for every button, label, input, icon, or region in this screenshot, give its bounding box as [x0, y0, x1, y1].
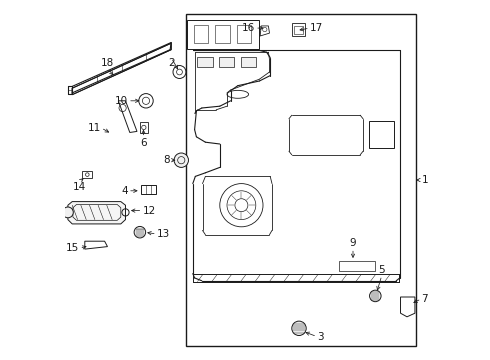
Circle shape [369, 290, 381, 302]
Circle shape [174, 153, 189, 167]
Bar [369, 121, 394, 148]
Bar [197, 57, 213, 67]
Text: 18: 18 [101, 58, 114, 68]
Text: 4: 4 [122, 186, 128, 196]
Text: 13: 13 [157, 229, 170, 239]
Text: 2: 2 [168, 58, 174, 68]
Text: 6: 6 [140, 138, 147, 148]
Bar [194, 25, 208, 43]
Polygon shape [68, 202, 125, 224]
Text: 11: 11 [88, 123, 101, 133]
Bar [187, 20, 259, 49]
Bar [186, 14, 416, 346]
Text: 14: 14 [73, 182, 86, 192]
Text: 17: 17 [310, 23, 323, 33]
Text: 12: 12 [143, 206, 156, 216]
Bar [292, 23, 305, 36]
Text: 1: 1 [421, 175, 428, 185]
Text: 15: 15 [66, 243, 79, 253]
Text: 8: 8 [163, 155, 170, 165]
Bar [140, 122, 148, 133]
Bar [294, 26, 303, 34]
Circle shape [134, 226, 146, 238]
Bar [241, 57, 256, 67]
Text: 16: 16 [242, 23, 255, 33]
Text: 3: 3 [317, 332, 323, 342]
Circle shape [292, 321, 306, 336]
Circle shape [63, 207, 74, 218]
Text: 10: 10 [115, 96, 128, 106]
Text: 7: 7 [421, 294, 428, 304]
Bar [339, 261, 374, 271]
Bar [237, 25, 251, 43]
Text: 9: 9 [350, 238, 356, 248]
Bar [219, 57, 234, 67]
Bar [82, 171, 92, 178]
Bar [141, 185, 156, 194]
Bar [216, 25, 230, 43]
Text: 5: 5 [378, 265, 385, 275]
